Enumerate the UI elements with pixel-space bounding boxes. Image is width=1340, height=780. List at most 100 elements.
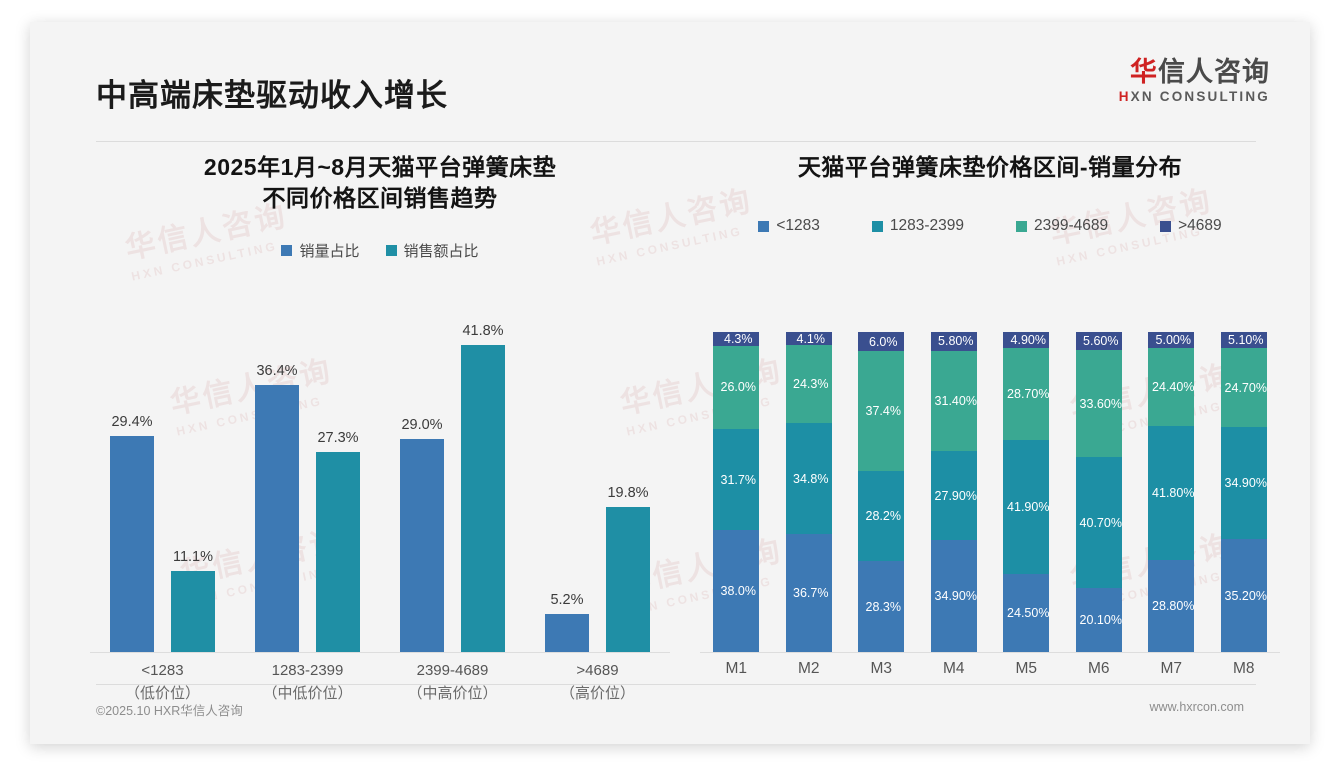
left-chart-category-labels: <1283 （低价位） 1283-2399 （中低价位） 2399-4689 （中高价位）… bbox=[90, 660, 670, 705]
stack-segment-label: 5.80% bbox=[938, 334, 974, 349]
legend-swatch-icon bbox=[281, 245, 293, 257]
stack-segment[interactable]: 5.80% bbox=[930, 332, 977, 351]
stack-segment[interactable]: 24.70% bbox=[1220, 348, 1267, 428]
stacked-bar-column[interactable]: 38.0% 31.7% 26.0% 4.3% bbox=[700, 332, 773, 652]
stack-segment-label: 4.90% bbox=[1010, 332, 1046, 347]
stacked-bar-column[interactable]: 35.20% 34.90% 24.70% 5.10% bbox=[1208, 332, 1281, 652]
legend-item-right-0[interactable]: <1283 bbox=[758, 217, 820, 235]
bar[interactable] bbox=[255, 385, 299, 652]
bar-column[interactable]: 19.8% bbox=[606, 322, 650, 652]
month-label: M4 bbox=[942, 660, 965, 677]
footer-website: www.hxrcon.com bbox=[1149, 700, 1244, 714]
month-label: M3 bbox=[870, 660, 893, 677]
stack-segment[interactable]: 38.0% bbox=[713, 530, 760, 652]
right-chart-title: 天猫平台弹簧床垫价格区间-销量分布 bbox=[797, 154, 1183, 180]
legend-label: 2399-4689 bbox=[1034, 217, 1109, 235]
stack-segment[interactable]: 5.00% bbox=[1148, 332, 1195, 349]
bar-column[interactable]: 29.4% bbox=[110, 322, 154, 652]
stack-segment[interactable]: 4.3% bbox=[713, 331, 760, 346]
bar[interactable] bbox=[400, 439, 444, 652]
bar[interactable] bbox=[461, 345, 505, 652]
category-label: 2399-4689 （中高价位） bbox=[380, 660, 525, 705]
legend-item-left-0[interactable]: 销量占比 bbox=[281, 240, 360, 261]
legend-swatch-icon bbox=[871, 220, 883, 232]
legend-item-right-2[interactable]: 2399-4689 bbox=[1016, 217, 1108, 235]
stack-segment-label: 4.3% bbox=[724, 331, 753, 346]
category-label-range: <1283 bbox=[141, 662, 184, 679]
bar[interactable] bbox=[316, 451, 360, 652]
stack-segment[interactable]: 28.70% bbox=[1003, 347, 1049, 440]
left-chart-legend: 销量占比 销售额占比 bbox=[70, 240, 690, 261]
page-title: 中高端床垫驱动收入增长 bbox=[96, 78, 448, 113]
category-label-range: 2399-4689 bbox=[416, 662, 489, 679]
stacked-bar-column[interactable]: 28.80% 41.80% 24.40% 5.00% bbox=[1135, 332, 1208, 652]
stack-segment-label: 38.0% bbox=[720, 584, 756, 599]
stack-segment[interactable]: 28.80% bbox=[1148, 559, 1194, 652]
stack-segment[interactable]: 4.90% bbox=[1003, 332, 1050, 348]
legend-item-right-1[interactable]: 1283-2399 bbox=[871, 217, 964, 235]
bar-column[interactable]: 36.4% bbox=[255, 322, 299, 652]
legend-label: 销售额占比 bbox=[403, 243, 479, 261]
stack-segment[interactable]: 37.4% bbox=[858, 351, 905, 472]
stack-segment-label: 28.2% bbox=[865, 509, 901, 524]
stack-segment[interactable]: 28.3% bbox=[858, 561, 905, 652]
stack-segment[interactable]: 35.20% bbox=[1220, 539, 1267, 652]
stack-segment-label: 5.10% bbox=[1228, 333, 1264, 348]
right-chart-legend: <1283 1283-2399 2399-4689 >4689 bbox=[690, 217, 1290, 235]
stack-segment[interactable]: 28.2% bbox=[858, 471, 905, 562]
stack-segment[interactable]: 26.0% bbox=[713, 345, 760, 429]
month-label: M5 bbox=[1015, 660, 1038, 677]
bar[interactable] bbox=[110, 436, 154, 652]
bar-group: 36.4% 27.3% bbox=[235, 322, 380, 652]
month-label: M6 bbox=[1087, 660, 1110, 677]
stack-segment[interactable]: 24.50% bbox=[1003, 573, 1049, 652]
stack-segment[interactable]: 24.40% bbox=[1148, 348, 1194, 427]
stack-segment[interactable]: 20.10% bbox=[1075, 587, 1122, 652]
stack-segment[interactable]: 31.7% bbox=[713, 428, 760, 531]
stack-segment[interactable]: 6.0% bbox=[858, 332, 905, 352]
stack-segment-label: 37.4% bbox=[865, 404, 901, 419]
stacked-bar: 34.90% 27.90% 31.40% 5.80% bbox=[930, 332, 977, 652]
stacked-bar-column[interactable]: 34.90% 27.90% 31.40% 5.80% bbox=[918, 332, 991, 652]
bar-group: 5.2% 19.8% bbox=[525, 322, 670, 652]
stacked-bar-column[interactable]: 20.10% 40.70% 33.60% 5.60% bbox=[1063, 332, 1136, 652]
stack-segment[interactable]: 34.8% bbox=[785, 422, 832, 535]
bar-column[interactable]: 5.2% bbox=[545, 322, 589, 652]
stack-segment[interactable]: 34.90% bbox=[1220, 427, 1267, 540]
stack-segment[interactable]: 41.90% bbox=[1003, 439, 1049, 574]
bar-value-label: 29.4% bbox=[111, 414, 153, 431]
legend-item-right-3[interactable]: >4689 bbox=[1160, 217, 1222, 235]
stack-segment[interactable]: 40.70% bbox=[1075, 457, 1122, 588]
stack-segment[interactable]: 36.7% bbox=[785, 534, 832, 652]
stack-segment[interactable]: 33.60% bbox=[1075, 349, 1122, 458]
legend-item-left-1[interactable]: 销售额占比 bbox=[385, 240, 479, 261]
bar-column[interactable]: 29.0% bbox=[400, 322, 444, 652]
stack-segment[interactable]: 4.1% bbox=[785, 331, 832, 346]
stacked-bar-column[interactable]: 36.7% 34.8% 24.3% 4.1% bbox=[773, 332, 846, 652]
bar-column[interactable]: 11.1% bbox=[171, 322, 215, 652]
bar[interactable] bbox=[171, 570, 215, 652]
stack-segment[interactable]: 24.3% bbox=[785, 345, 832, 423]
left-chart-x-axis bbox=[90, 652, 670, 653]
bar[interactable] bbox=[606, 506, 650, 652]
stack-segment[interactable]: 31.40% bbox=[930, 350, 977, 452]
legend-swatch-icon bbox=[758, 220, 770, 232]
bar[interactable] bbox=[545, 613, 589, 652]
stack-segment-label: 20.10% bbox=[1079, 612, 1122, 627]
slide: 中高端床垫驱动收入增长 华信人咨询 HXN CONSULTING 华信人咨询 H… bbox=[30, 22, 1310, 744]
stacked-bar-column[interactable]: 24.50% 41.90% 28.70% 4.90% bbox=[990, 332, 1063, 652]
stack-segment[interactable]: 27.90% bbox=[930, 451, 977, 541]
stack-segment[interactable]: 41.80% bbox=[1148, 426, 1194, 560]
stack-segment[interactable]: 5.10% bbox=[1220, 332, 1267, 349]
stack-segment-label: 31.40% bbox=[934, 393, 977, 408]
stacked-bar: 20.10% 40.70% 33.60% 5.60% bbox=[1075, 332, 1122, 652]
bar-column[interactable]: 41.8% bbox=[461, 322, 505, 652]
stack-segment-label: 4.1% bbox=[796, 331, 826, 346]
stacked-bar-column[interactable]: 28.3% 28.2% 37.4% 6.0% bbox=[845, 332, 918, 652]
stack-segment[interactable]: 5.60% bbox=[1075, 332, 1122, 350]
logo-en-rest: XN CONSULTING bbox=[1130, 89, 1270, 105]
category-label-tier: （高价位） bbox=[559, 684, 635, 702]
stack-segment[interactable]: 34.90% bbox=[930, 540, 977, 652]
bar-column[interactable]: 27.3% bbox=[316, 322, 360, 652]
stack-segment-label: 24.3% bbox=[793, 377, 829, 392]
